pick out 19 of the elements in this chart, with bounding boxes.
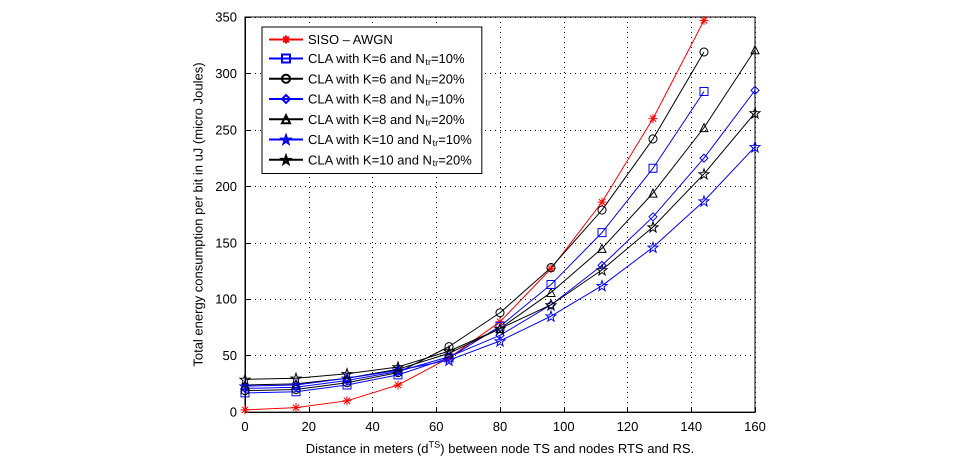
legend-label: SISO – AWGN — [308, 32, 393, 47]
x-tick-label: 80 — [492, 419, 508, 434]
y-axis-title: Total energy consumption per bit in uJ (micro Joules) — [190, 62, 206, 367]
x-tick-label: 140 — [680, 419, 702, 434]
x-tick-label: 100 — [552, 419, 575, 434]
y-tick-label: 50 — [222, 348, 237, 364]
y-tick-label: 0 — [230, 404, 237, 420]
x-tick-label: 20 — [302, 419, 316, 434]
x-tick-label: 120 — [616, 419, 638, 434]
x-tick-label: 40 — [365, 419, 380, 434]
y-tick-label: 350 — [215, 10, 237, 24]
y-tick-label: 150 — [215, 235, 237, 250]
y-tick-label: 100 — [215, 292, 237, 307]
x-tick-label: 160 — [744, 419, 766, 434]
y-tick-label: 200 — [215, 178, 237, 194]
y-tick-label: 300 — [215, 66, 237, 81]
y-tick-label: 250 — [215, 122, 237, 138]
x-tick-label: 60 — [429, 419, 444, 434]
x-tick-label: 0 — [241, 419, 249, 434]
